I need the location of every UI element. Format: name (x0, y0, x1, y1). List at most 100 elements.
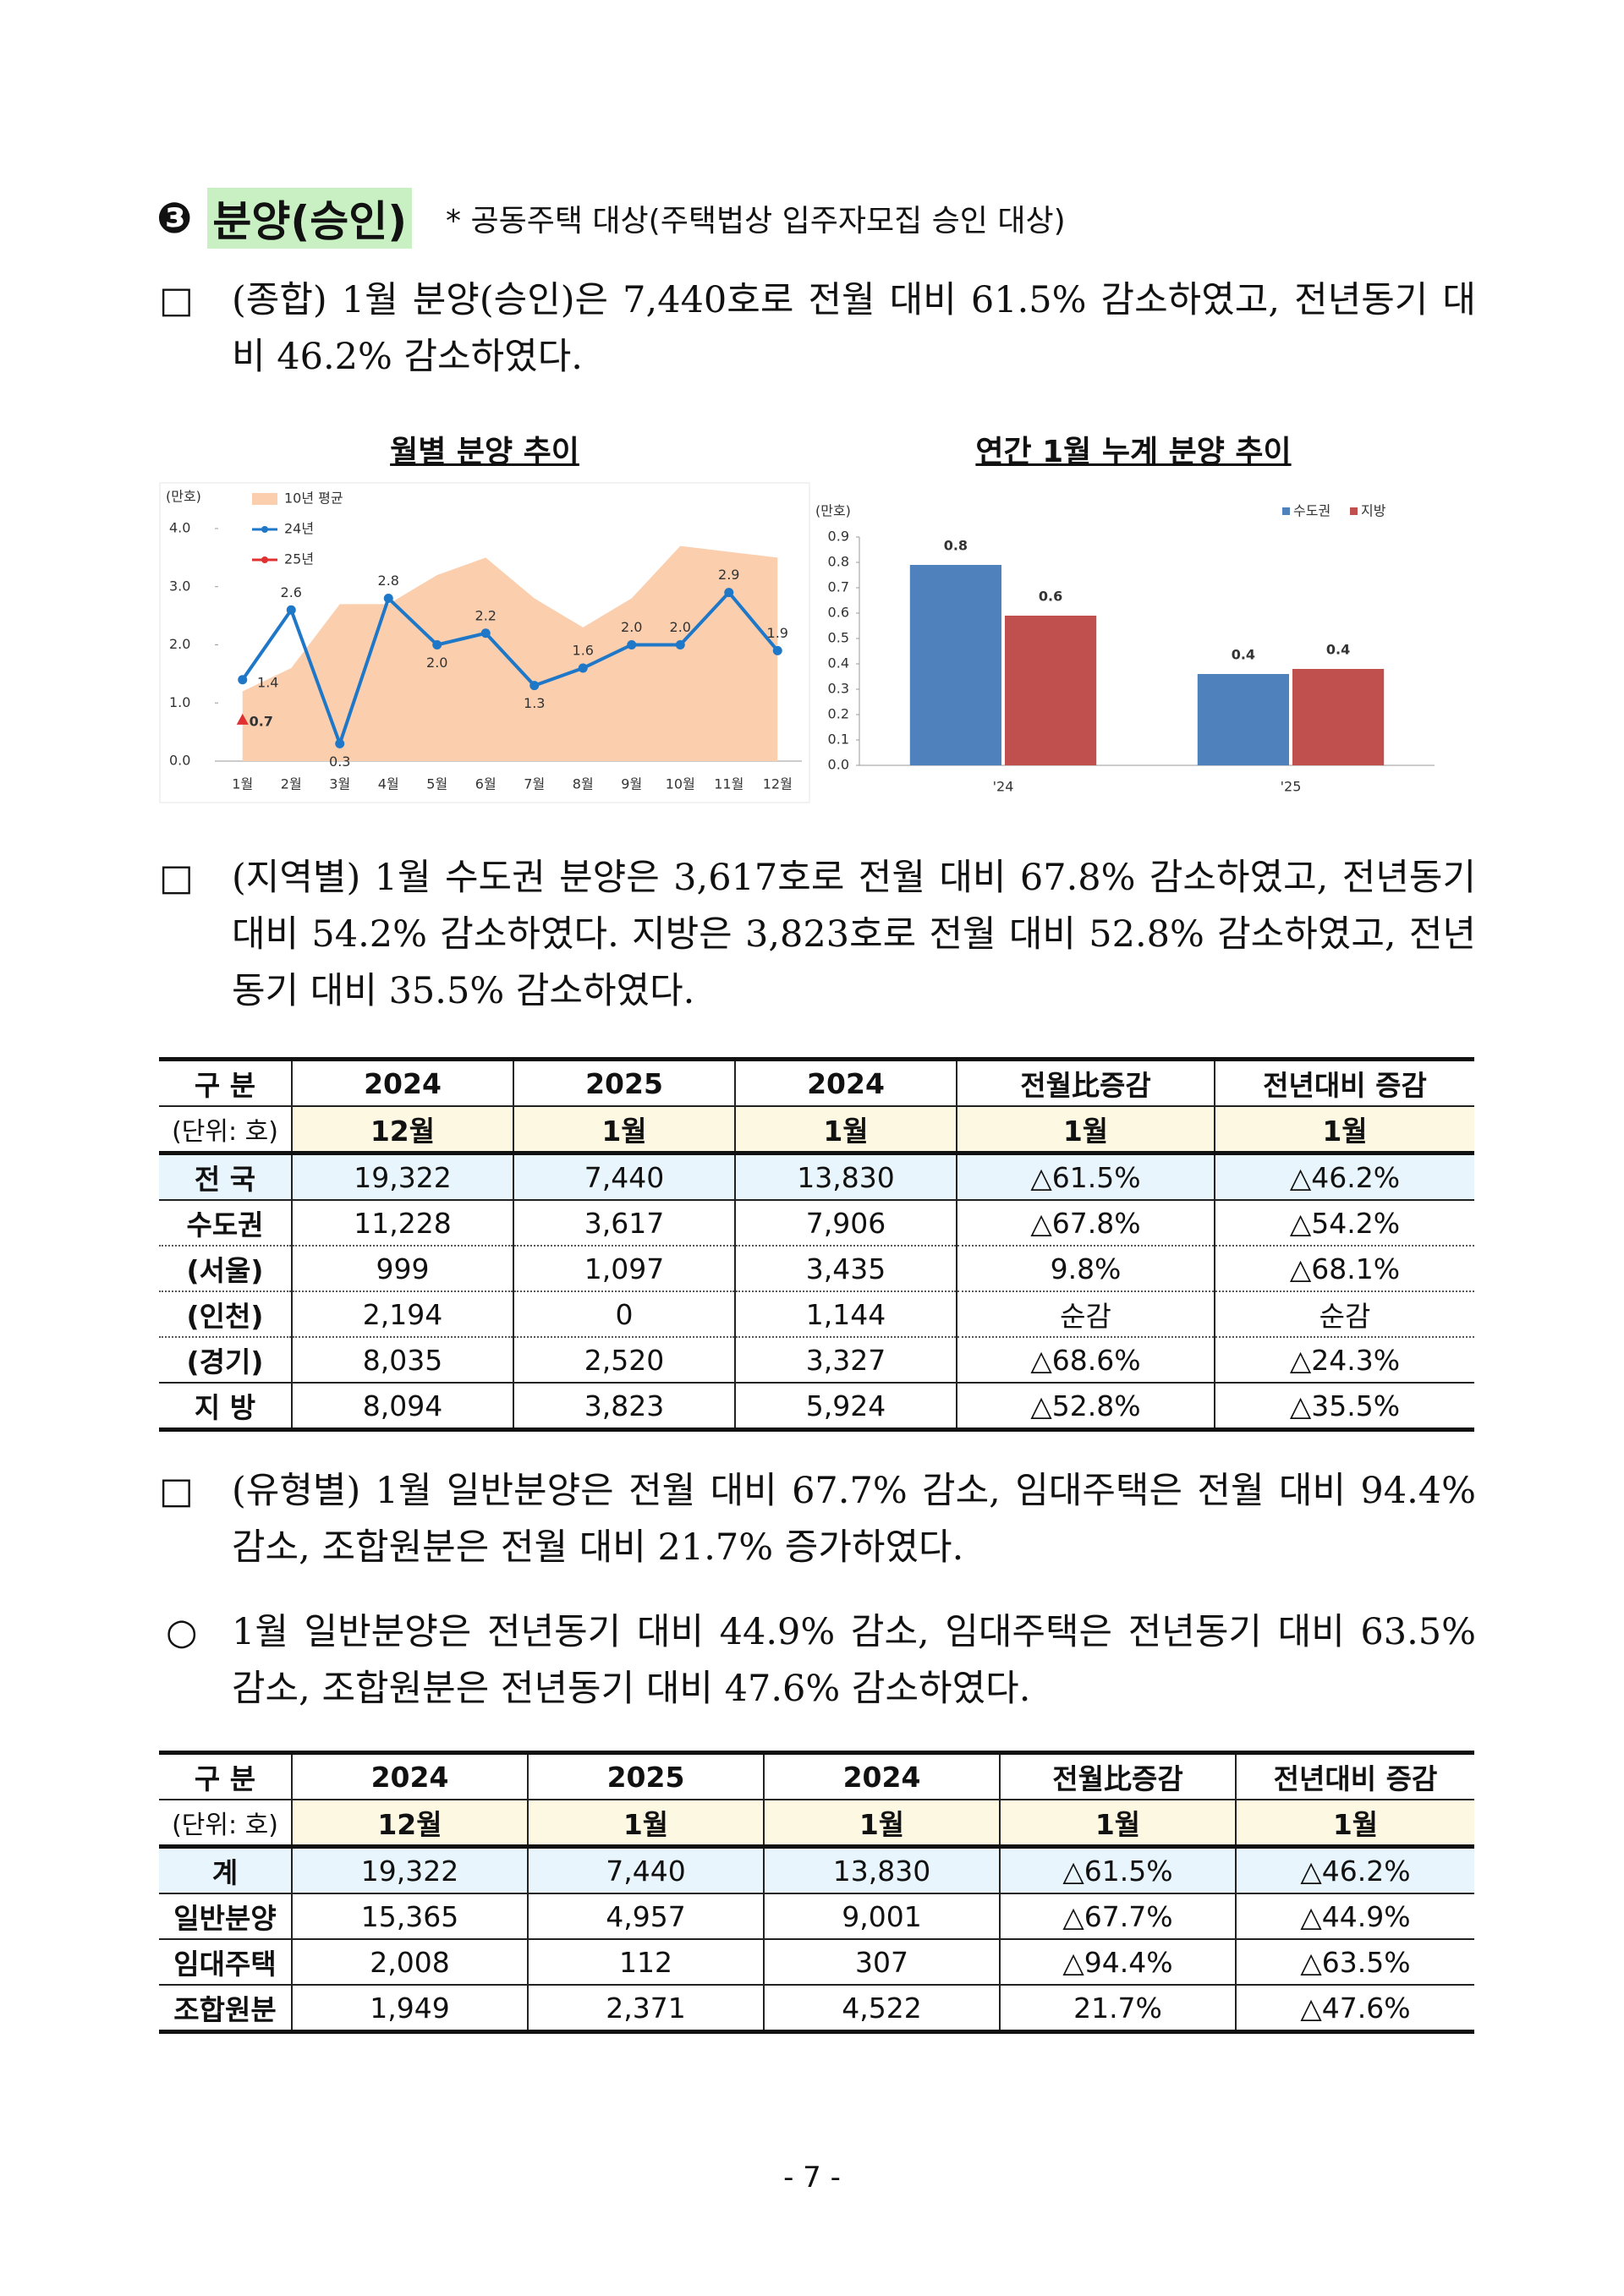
table-cell: △94.4% (999, 1938, 1237, 1985)
section-number: ❸ (156, 194, 193, 243)
marker (772, 645, 782, 655)
table-cell: 전월比증감 (999, 1751, 1237, 1800)
marker (335, 738, 345, 748)
table-cell: 임대주택 (159, 1938, 293, 1985)
legend-swatch (252, 493, 277, 505)
table-cell: 4,957 (527, 1893, 765, 1939)
y-tick-label: 0.7 (828, 579, 849, 595)
x-tick-label: 3월 (329, 776, 350, 792)
table-cell: (단위: 호) (159, 1105, 293, 1153)
bullet: □ (159, 279, 194, 321)
table-cell: 7,440 (513, 1151, 736, 1200)
data-label: 1.3 (524, 695, 545, 711)
table-cell: △46.2% (1235, 1844, 1474, 1893)
table-row: 수도권 11,228 3,617 7,906 △67.8% △54.2% (159, 1199, 1474, 1246)
table-cell: △67.7% (999, 1893, 1237, 1939)
marker (627, 640, 637, 649)
x-tick-label: 11월 (714, 776, 743, 792)
data-label: 0.7 (250, 713, 273, 729)
table-cell: 2,520 (513, 1336, 736, 1383)
table-cell: 일반분양 (159, 1893, 293, 1939)
x-tick-label: '25 (1281, 779, 1302, 795)
x-tick-label: 2월 (281, 776, 302, 792)
bar-chart: (만호) 0.0 0.1 0.2 0.3 0.4 0.5 0.6 0.7 0.8 0.9 '24 0.8… (815, 503, 1435, 795)
legend-label: 지방 (1361, 503, 1386, 519)
table-cell: 2025 (527, 1751, 765, 1800)
bar (1292, 669, 1385, 765)
table-cell: 2024 (291, 1751, 529, 1800)
data-label: 0.4 (1326, 642, 1350, 658)
type-table: 구 분 2024 2025 2024 전월比증감 전년대비 증감 (단위: 호) 12월 1월 1… (159, 1751, 1474, 2034)
x-tick-label: 6월 (475, 776, 497, 792)
table-row: (단위: 호) 12월 1월 1월 1월 1월 (159, 1105, 1474, 1153)
table-cell: 21.7% (999, 1984, 1237, 2034)
table-cell: 9.8% (956, 1245, 1215, 1291)
table-cell: 수도권 (159, 1199, 293, 1246)
x-tick-label: 4월 (378, 776, 399, 792)
table-cell: 전월比증감 (956, 1057, 1215, 1106)
table-cell: 전년대비 증감 (1214, 1057, 1474, 1106)
table-row: 임대주택 2,008 112 307 △94.4% △63.5% (159, 1938, 1474, 1985)
table-cell: 지 방 (159, 1382, 293, 1432)
data-label: 0.8 (944, 538, 968, 554)
marker (238, 675, 248, 685)
table-cell: (단위: 호) (159, 1799, 293, 1847)
bar (909, 565, 1001, 765)
table-cell: 0 (513, 1290, 736, 1337)
table-cell: △44.9% (1235, 1893, 1474, 1939)
table-cell: 1월 (513, 1105, 736, 1153)
table-cell: 전 국 (159, 1151, 293, 1200)
y-tick-label: 0.4 (828, 655, 849, 671)
y-tick-label: 0.8 (828, 554, 849, 570)
line (241, 589, 779, 749)
table-cell: 5,924 (734, 1382, 957, 1432)
paragraph: □ (종합) 1월 분양(승인)은 7,440호로 전월 대비 61.5% 감소하… (159, 272, 1476, 386)
table-row: (서울) 999 1,097 3,435 9.8% △68.1% (159, 1245, 1474, 1291)
section-header: ❸ 분양(승인) * 공동주택 대상(주택법상 입주자모집 승인 대상) (156, 188, 1066, 249)
marker (383, 594, 393, 603)
table-cell: 8,035 (291, 1336, 514, 1383)
table-cell: 계 (159, 1844, 293, 1893)
data-label: 2.0 (426, 655, 447, 671)
table-cell: 1월 (999, 1799, 1237, 1847)
data-label: 2.2 (475, 607, 497, 623)
table-row: 구 분 2024 2025 2024 전월比증감 전년대비 증감 (159, 1057, 1474, 1106)
y-tick-label: 0.2 (828, 706, 849, 722)
plot-frame (159, 482, 810, 803)
data-label: 2.9 (718, 567, 739, 583)
table-cell: △67.8% (956, 1199, 1215, 1246)
bullet: □ (159, 857, 194, 899)
legend-label: 10년 평균 (284, 490, 343, 507)
table-cell: 3,617 (513, 1199, 736, 1246)
x-tick-label: 8월 (573, 776, 594, 792)
table-cell: 3,435 (734, 1245, 957, 1291)
table-cell: 2,371 (527, 1984, 765, 2034)
table-cell: 19,322 (291, 1844, 529, 1893)
marker (286, 605, 296, 615)
table-cell: 2025 (513, 1057, 736, 1106)
table-cell: △54.2% (1214, 1199, 1474, 1246)
y-tick-label: 4.0 (169, 520, 190, 536)
table-cell: 전년대비 증감 (1235, 1751, 1474, 1800)
table-cell: △46.2% (1214, 1151, 1474, 1200)
table-cell: 구 분 (159, 1057, 293, 1106)
marker (675, 640, 685, 649)
table-cell: △68.1% (1214, 1245, 1474, 1291)
table-cell: △47.6% (1235, 1984, 1474, 2034)
data-label: 0.6 (1039, 589, 1062, 605)
y-tick-label: 0.9 (828, 529, 849, 545)
table-cell: 조합원분 (159, 1984, 293, 2034)
marker (578, 663, 588, 673)
table-cell: 15,365 (291, 1893, 529, 1939)
table-cell: 2024 (763, 1751, 1001, 1800)
y-axis-label: (만호) (166, 489, 201, 505)
table-cell: 1월 (1235, 1799, 1474, 1847)
y-tick-label: 3.0 (169, 578, 190, 594)
table-row: (단위: 호) 12월 1월 1월 1월 1월 (159, 1799, 1474, 1847)
paragraph: □ (지역별) 1월 수도권 분양은 3,617호로 전월 대비 67.8% 감소… (159, 850, 1476, 1020)
chart-title: 연간 1월 누계 분양 추이 (975, 435, 1292, 469)
table-cell: 307 (763, 1938, 1001, 1985)
marker (724, 588, 734, 598)
table-cell: 2,194 (291, 1290, 514, 1337)
table-cell: △61.5% (956, 1151, 1215, 1200)
